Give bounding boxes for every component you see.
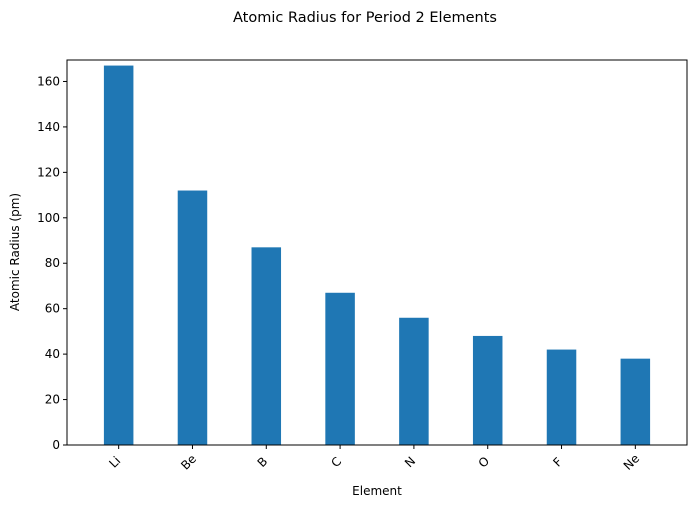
y-axis: 0 20 40 60 80 100 120 140 160 bbox=[37, 74, 67, 452]
y-tick-label: 40 bbox=[45, 347, 60, 361]
bars-group bbox=[103, 65, 651, 445]
bar-f bbox=[546, 349, 577, 445]
y-axis-label: Atomic Radius (pm) bbox=[8, 193, 22, 311]
bar-b bbox=[251, 247, 282, 445]
y-tick-label: 100 bbox=[37, 211, 60, 225]
y-tick-label: 0 bbox=[52, 438, 60, 452]
y-tick-label: 160 bbox=[37, 74, 60, 88]
bar-o bbox=[472, 335, 503, 445]
bar-be bbox=[177, 190, 208, 445]
bar-li bbox=[103, 65, 134, 445]
y-tick-label: 140 bbox=[37, 120, 60, 134]
x-axis-label: Element bbox=[352, 484, 402, 498]
chart-title: Atomic Radius for Period 2 Elements bbox=[233, 10, 497, 26]
y-tick-label: 60 bbox=[45, 302, 60, 316]
y-tick-label: 120 bbox=[37, 165, 60, 179]
bar-n bbox=[399, 317, 429, 445]
y-tick-label: 20 bbox=[45, 393, 60, 407]
plot-frame bbox=[66, 59, 688, 446]
bar-c bbox=[325, 292, 355, 445]
y-tick-label: 80 bbox=[45, 256, 60, 270]
bar-ne bbox=[620, 358, 651, 445]
